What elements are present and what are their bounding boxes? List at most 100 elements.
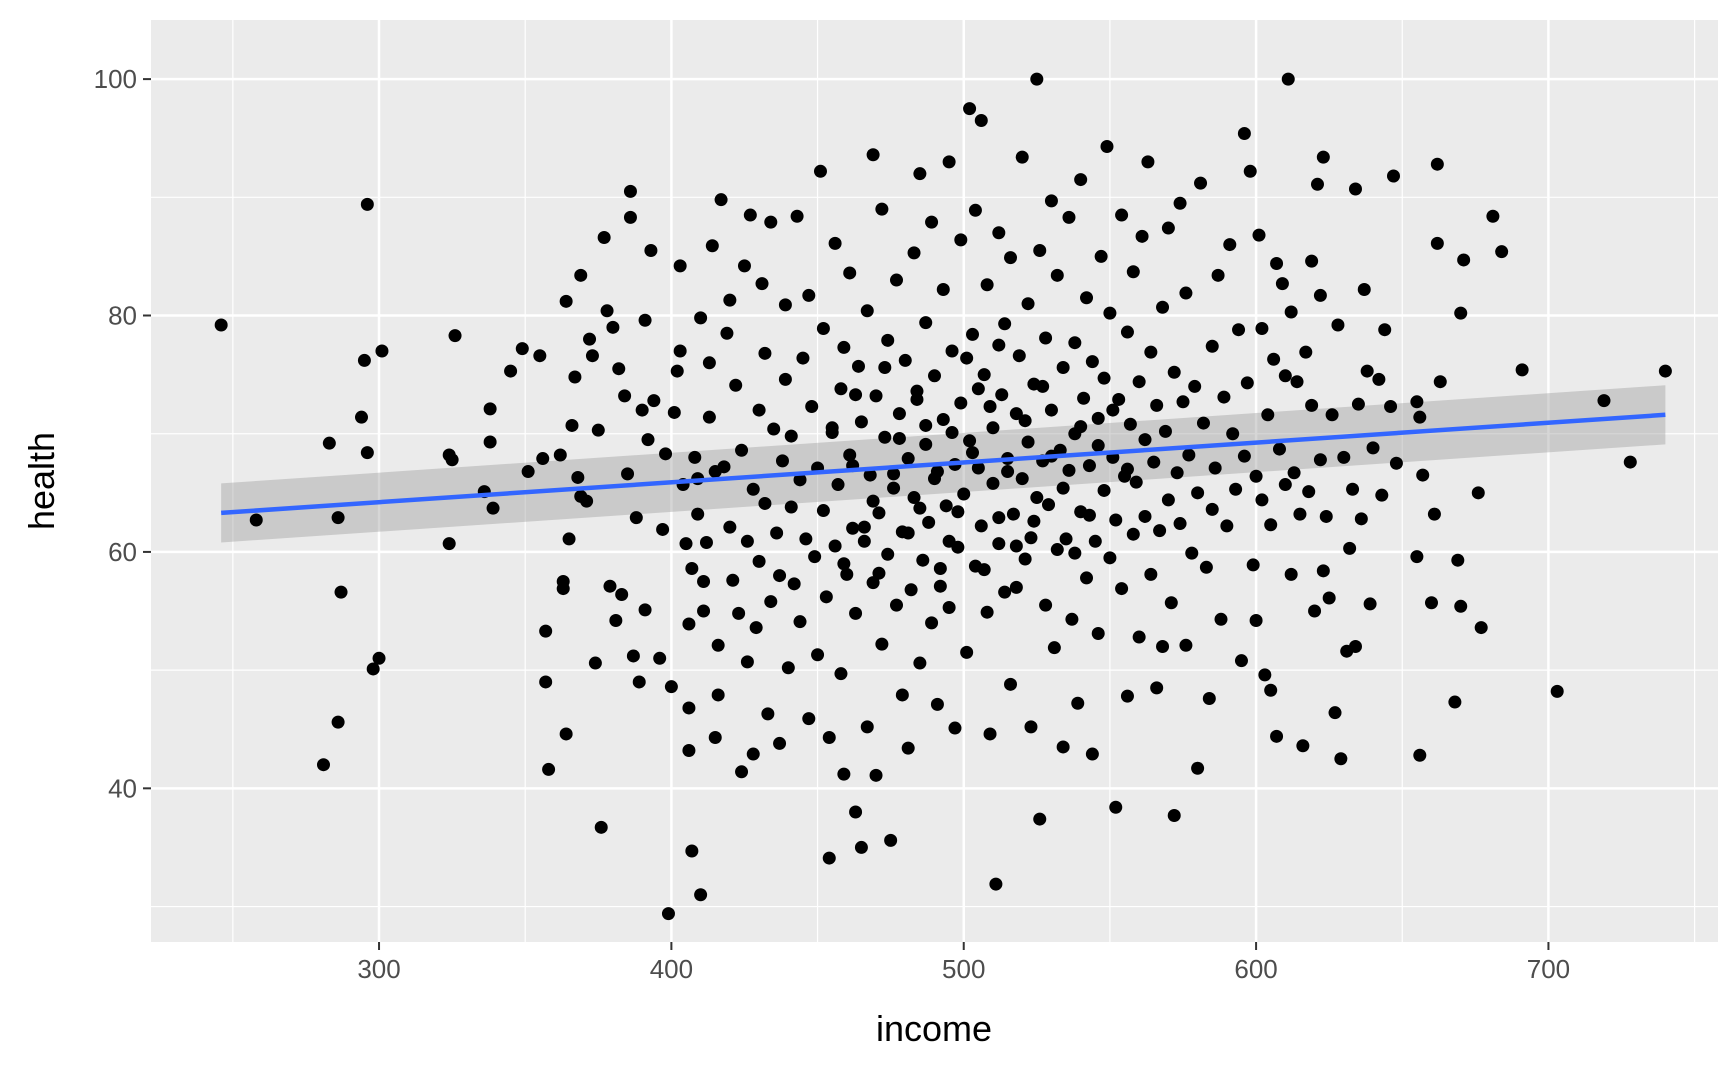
data-point [1009,539,1023,553]
data-point [974,113,988,127]
data-point [600,304,614,318]
data-point [752,403,766,417]
data-point [1255,493,1269,507]
data-point [735,765,749,779]
data-point [992,537,1006,551]
data-point [901,741,915,755]
data-point [1319,509,1333,523]
data-point [539,624,553,638]
data-point [699,535,713,549]
data-point [749,621,763,635]
data-point [1042,498,1056,512]
axis-ticks: 300 400 500 600 700 40 60 80 100 [94,64,1571,984]
data-point [816,504,830,518]
y-tick-label: 80 [108,301,137,331]
data-point [936,413,950,427]
data-point [612,362,626,376]
data-point [1410,395,1424,409]
data-point [1205,502,1219,516]
data-point [702,356,716,370]
data-point [1258,668,1272,682]
data-point [635,403,649,417]
data-point [1132,630,1146,644]
data-point [583,332,597,346]
data-point [1208,461,1222,475]
data-point [1658,364,1672,378]
data-point [837,557,851,571]
data-point [872,506,886,520]
data-point [445,453,459,467]
data-point [837,767,851,781]
data-point [1194,176,1208,190]
x-tick-label: 700 [1527,954,1570,984]
data-point [1129,475,1143,489]
data-point [854,415,868,429]
data-point [1346,482,1360,496]
data-point [1375,488,1389,502]
data-point [606,320,620,334]
data-point [1234,654,1248,668]
data-point [486,501,500,515]
data-point [1167,809,1181,823]
data-point [1454,306,1468,320]
data-point [1126,527,1140,541]
data-point [992,511,1006,525]
data-point [998,585,1012,599]
data-point [898,353,912,367]
data-point [831,478,845,492]
data-point [846,521,860,535]
data-point [632,675,646,689]
data-point [1427,507,1441,521]
data-point [1363,597,1377,611]
data-point [808,550,822,564]
data-point [1237,449,1251,463]
data-point [974,519,988,533]
data-point [854,840,868,854]
data-point [483,435,497,449]
data-point [1074,173,1088,187]
data-point [963,434,977,448]
data-point [553,448,567,462]
data-point [1357,283,1371,297]
data-point [360,446,374,460]
y-tick-label: 40 [108,773,137,803]
data-point [533,349,547,363]
data-point [1486,209,1500,223]
data-point [539,675,553,689]
data-point [857,534,871,548]
data-point [948,721,962,735]
data-point [366,662,380,676]
data-point [942,534,956,548]
data-point [1366,441,1380,455]
data-point [1091,411,1105,425]
data-point [928,369,941,383]
data-point [1103,551,1117,565]
data-point [1094,249,1108,263]
data-point [1062,463,1076,477]
data-point [697,574,711,588]
data-point [971,461,985,475]
x-tick-label: 500 [942,954,985,984]
data-point [1156,300,1170,314]
data-point [1334,752,1348,766]
data-point [720,326,734,340]
data-point [980,278,994,292]
data-point [322,436,336,450]
data-point [585,349,599,363]
data-point [1296,739,1310,753]
data-point [1115,208,1129,222]
data-point [863,468,877,482]
data-point [711,638,725,652]
data-point [869,768,883,782]
data-point [857,520,871,534]
data-point [1112,392,1126,406]
data-point [661,907,675,921]
data-point [1120,462,1134,476]
data-point [1024,531,1038,545]
data-point [679,537,693,551]
data-point [945,344,959,358]
data-point [822,851,836,865]
data-point [1299,345,1313,359]
data-point [1249,469,1263,483]
data-point [960,645,974,659]
